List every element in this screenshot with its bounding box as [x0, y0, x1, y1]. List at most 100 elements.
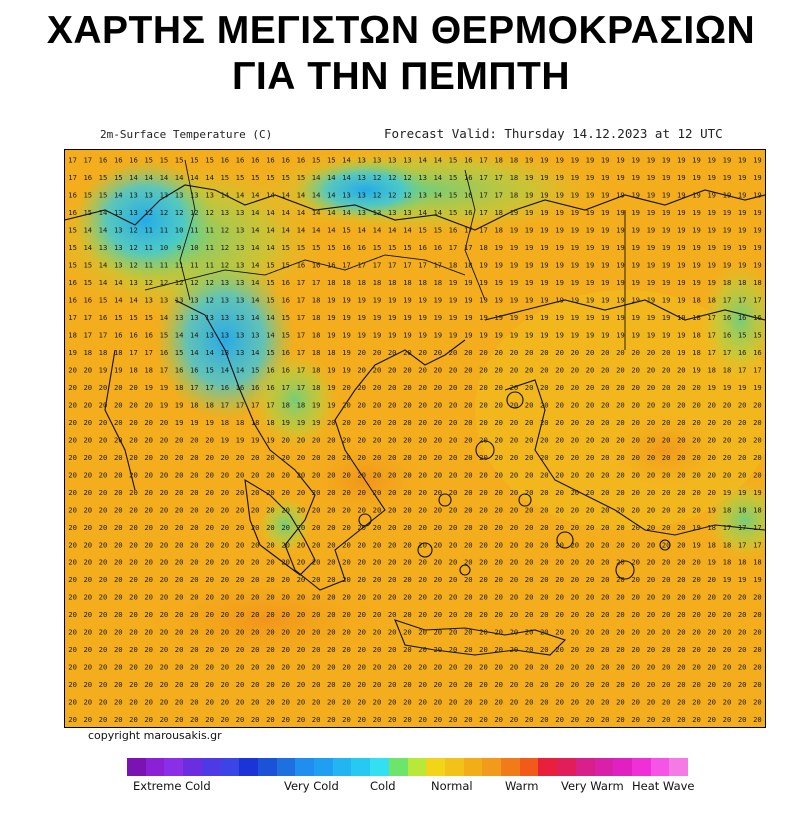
grid-temperature-value: 17: [129, 348, 138, 357]
grid-temperature-value: 20: [418, 383, 427, 392]
grid-temperature-value: 19: [723, 488, 732, 497]
grid-temperature-value: 20: [418, 575, 427, 584]
grid-temperature-value: 20: [129, 435, 138, 444]
grid-temperature-value: 20: [738, 680, 747, 689]
island-lemnos: [506, 391, 524, 409]
grid-temperature-value: 20: [570, 645, 579, 654]
grid-temperature-value: 20: [99, 645, 108, 654]
grid-temperature-value: 20: [68, 453, 77, 462]
grid-temperature-value: 20: [631, 715, 640, 724]
legend-label-normal: Normal: [431, 779, 473, 793]
grid-temperature-value: 14: [190, 330, 199, 339]
grid-temperature-value: 20: [677, 628, 686, 637]
grid-temperature-value: 20: [525, 628, 534, 637]
grid-temperature-value: 20: [220, 540, 229, 549]
grid-temperature-value: 20: [677, 610, 686, 619]
grid-temperature-value: 13: [220, 208, 229, 217]
grid-temperature-value: 20: [723, 400, 732, 409]
grid-temperature-value: 13: [175, 191, 184, 200]
grid-temperature-value: 20: [205, 558, 214, 567]
grid-temperature-value: 20: [601, 470, 610, 479]
grid-temperature-value: 20: [175, 628, 184, 637]
grid-temperature-value: 18: [190, 400, 199, 409]
grid-temperature-value: 20: [312, 698, 321, 707]
grid-temperature-value: 20: [68, 663, 77, 672]
grid-temperature-value: 19: [647, 278, 656, 287]
grid-temperature-value: 14: [433, 173, 442, 182]
grid-temperature-value: 17: [83, 313, 92, 322]
grid-temperature-value: 17: [236, 400, 245, 409]
grid-temperature-value: 20: [525, 435, 534, 444]
grid-temperature-value: 20: [464, 470, 473, 479]
grid-temperature-value: 14: [281, 191, 290, 200]
grid-temperature-value: 14: [312, 226, 321, 235]
grid-temperature-value: 20: [479, 610, 488, 619]
grid-temperature-value: 20: [403, 698, 412, 707]
grid-temperature-value: 20: [68, 558, 77, 567]
grid-temperature-value: 20: [525, 400, 534, 409]
grid-temperature-value: 20: [373, 348, 382, 357]
grid-temperature-value: 19: [373, 330, 382, 339]
grid-temperature-value: 20: [723, 418, 732, 427]
grid-temperature-value: 20: [129, 593, 138, 602]
grid-temperature-value: 19: [753, 226, 762, 235]
grid-temperature-value: 15: [129, 313, 138, 322]
grid-temperature-value: 20: [616, 663, 625, 672]
grid-temperature-value: 20: [251, 523, 260, 532]
grid-temperature-value: 20: [464, 645, 473, 654]
grid-temperature-value: 19: [555, 243, 564, 252]
grid-temperature-value: 17: [297, 383, 306, 392]
grid-temperature-value: 20: [555, 400, 564, 409]
grid-temperature-value: 20: [479, 645, 488, 654]
grid-temperature-value: 16: [83, 173, 92, 182]
grid-temperature-value: 20: [418, 348, 427, 357]
grid-temperature-value: 16: [114, 156, 123, 165]
grid-temperature-value: 19: [601, 226, 610, 235]
grid-temperature-value: 20: [738, 645, 747, 654]
coastlines: [65, 184, 765, 656]
grid-temperature-value: 17: [418, 261, 427, 270]
grid-temperature-value: 20: [99, 383, 108, 392]
grid-temperature-value: 20: [433, 628, 442, 637]
grid-temperature-value: 20: [129, 645, 138, 654]
grid-temperature-value: 20: [479, 715, 488, 724]
grid-temperature-value: 12: [220, 243, 229, 252]
grid-temperature-value: 20: [647, 715, 656, 724]
grid-temperature-value: 20: [616, 488, 625, 497]
grid-temperature-value: 17: [707, 313, 716, 322]
grid-temperature-value: 20: [753, 453, 762, 462]
grid-temperature-value: 20: [692, 470, 701, 479]
grid-temperature-value: 17: [738, 523, 747, 532]
grid-temperature-value: 11: [175, 261, 184, 270]
grid-temperature-value: 20: [494, 628, 503, 637]
grid-temperature-value: 20: [266, 715, 275, 724]
cool-zone-peloponnese: [257, 495, 313, 555]
coastline-north: [65, 184, 765, 231]
grid-temperature-value: 20: [312, 453, 321, 462]
grid-temperature-value: 20: [662, 418, 671, 427]
grid-temperature-value: 17: [266, 400, 275, 409]
grid-temperature-value: 17: [738, 365, 747, 374]
grid-temperature-value: 20: [662, 610, 671, 619]
grid-temperature-value: 20: [631, 523, 640, 532]
grid-temperature-value: 20: [68, 418, 77, 427]
grid-temperature-value: 20: [220, 645, 229, 654]
grid-temperature-value: 20: [692, 488, 701, 497]
grid-temperature-value: 19: [662, 208, 671, 217]
grid-temperature-value: 20: [312, 488, 321, 497]
grid-temperature-value: 19: [570, 313, 579, 322]
grid-temperature-value: 18: [494, 226, 503, 235]
grid-temperature-value: 20: [281, 453, 290, 462]
grid-temperature-value: 20: [662, 365, 671, 374]
grid-temperature-value: 20: [251, 575, 260, 584]
grid-temperature-value: 20: [251, 698, 260, 707]
grid-temperature-value: 20: [205, 715, 214, 724]
grid-temperature-value: 20: [236, 628, 245, 637]
grid-temperature-value: 20: [418, 365, 427, 374]
grid-temperature-value: 20: [631, 453, 640, 462]
grid-temperature-value: 20: [327, 715, 336, 724]
grid-temperature-value: 19: [647, 330, 656, 339]
grid-temperature-value: 20: [510, 663, 519, 672]
grid-temperature-value: 20: [433, 488, 442, 497]
grid-temperature-value: 20: [99, 435, 108, 444]
